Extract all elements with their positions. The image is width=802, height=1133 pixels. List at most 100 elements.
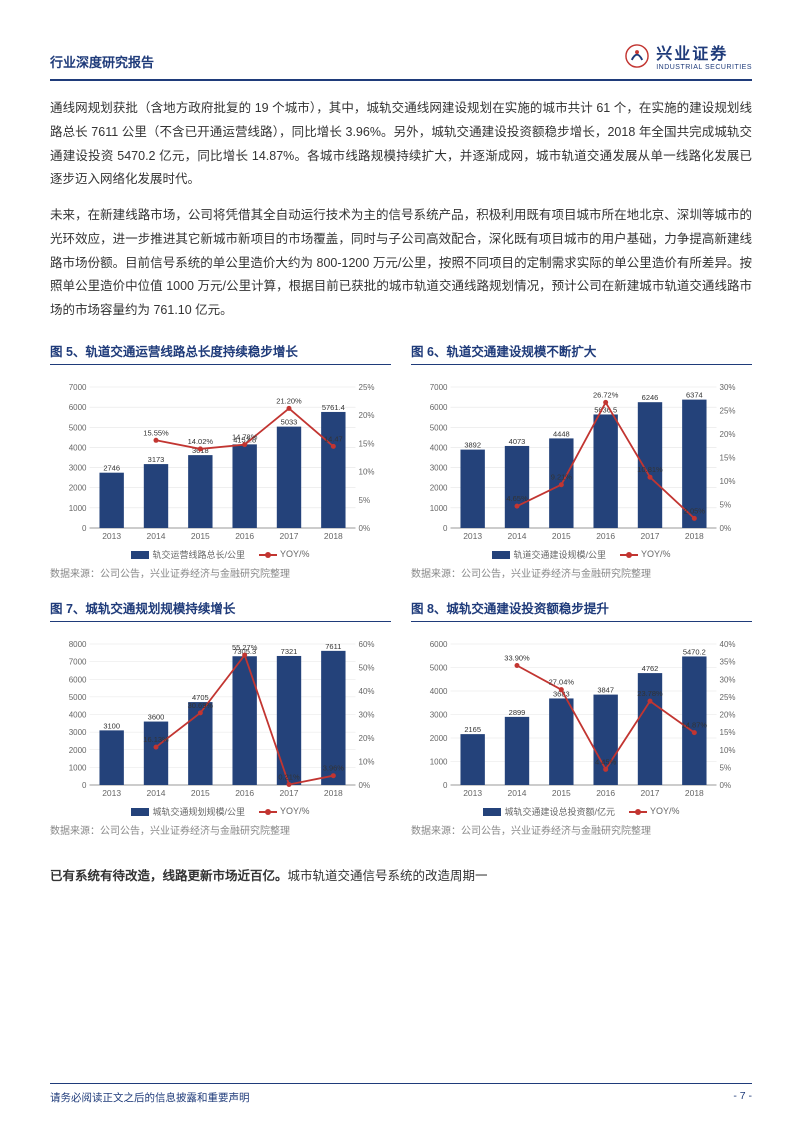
svg-text:25%: 25% (720, 406, 736, 415)
chart-7-source: 数据来源：公司公告，兴业证券经济与金融研究院整理 (50, 822, 391, 837)
svg-text:5000: 5000 (430, 423, 448, 432)
svg-text:4.65%: 4.65% (506, 494, 528, 503)
svg-text:2014: 2014 (508, 788, 527, 798)
svg-text:3000: 3000 (430, 710, 448, 719)
svg-text:2017: 2017 (641, 531, 660, 541)
chart-7-svg: 0100020003000400050006000700080000%10%20… (50, 628, 391, 803)
svg-text:7321: 7321 (281, 647, 298, 656)
chart-7-legend: 城轨交通规划规模/公里 YOY/% (50, 805, 391, 818)
logo-icon (624, 43, 650, 69)
legend-bar-swatch (483, 808, 501, 816)
svg-text:9.21%: 9.21% (551, 472, 573, 481)
svg-text:15%: 15% (359, 439, 375, 448)
svg-text:2015: 2015 (191, 788, 210, 798)
paragraph-3: 已有系统有待改造，线路更新市场近百亿。城市轨道交通信号系统的改造周期一 (50, 865, 752, 889)
svg-text:2017: 2017 (280, 531, 299, 541)
svg-text:20%: 20% (359, 411, 375, 420)
svg-text:5000: 5000 (430, 663, 448, 672)
svg-text:7000: 7000 (69, 657, 87, 666)
svg-text:5761.4: 5761.4 (322, 403, 345, 412)
svg-text:0: 0 (82, 781, 87, 790)
svg-text:60%: 60% (359, 640, 375, 649)
svg-text:2000: 2000 (69, 746, 87, 755)
svg-text:10%: 10% (720, 477, 736, 486)
svg-text:3000: 3000 (69, 728, 87, 737)
paragraph-3-rest: 城市轨道交通信号系统的改造周期一 (288, 869, 488, 883)
legend-bar-swatch (492, 551, 510, 559)
chart-6-title: 图 6、轨道交通建设规模不断扩大 (411, 341, 752, 365)
svg-text:10.81%: 10.81% (637, 465, 663, 474)
chart-7-block: 图 7、城轨交通规划规模持续增长 01000200030004000500060… (50, 598, 391, 837)
legend-bar-label: 城轨交通规划规模/公里 (152, 807, 245, 817)
chart-6-source: 数据来源：公司公告，兴业证券经济与金融研究院整理 (411, 565, 752, 580)
svg-text:0%: 0% (720, 781, 732, 790)
svg-text:6374: 6374 (686, 390, 703, 399)
svg-text:4762: 4762 (642, 664, 659, 673)
chart-6-legend: 轨道交通建设规模/公里 YOY/% (411, 548, 752, 561)
svg-text:25%: 25% (720, 693, 736, 702)
svg-text:4000: 4000 (430, 687, 448, 696)
svg-text:1000: 1000 (69, 504, 87, 513)
svg-text:30.69%: 30.69% (188, 701, 214, 710)
svg-text:14.87%: 14.87% (682, 720, 708, 729)
svg-text:2013: 2013 (463, 531, 482, 541)
svg-text:20%: 20% (359, 734, 375, 743)
svg-text:27.04%: 27.04% (549, 677, 575, 686)
report-type-title: 行业深度研究报告 (50, 52, 154, 71)
svg-text:7611: 7611 (325, 642, 341, 651)
svg-text:2015: 2015 (191, 531, 210, 541)
svg-text:3173: 3173 (148, 455, 165, 464)
chart-6-block: 图 6、轨道交通建设规模不断扩大 01000200030004000500060… (411, 341, 752, 580)
svg-text:15.55%: 15.55% (143, 428, 169, 437)
svg-text:5033: 5033 (281, 417, 298, 426)
svg-text:5%: 5% (720, 763, 732, 772)
legend-line-label: YOY/% (650, 806, 680, 816)
legend-line-swatch (259, 554, 277, 556)
svg-text:14.47: 14.47 (324, 434, 343, 443)
svg-text:2014: 2014 (147, 788, 166, 798)
chart-7-title: 图 7、城轨交通规划规模持续增长 (50, 598, 391, 622)
page-header: 行业深度研究报告 兴业证券 INDUSTRIAL SECURITIES (50, 40, 752, 81)
svg-text:2000: 2000 (69, 483, 87, 492)
svg-text:14.78%: 14.78% (232, 432, 258, 441)
svg-text:21.20%: 21.20% (276, 396, 302, 405)
svg-text:2016: 2016 (596, 531, 615, 541)
chart-5-source: 数据来源：公司公告，兴业证券经济与金融研究院整理 (50, 565, 391, 580)
svg-text:6000: 6000 (69, 403, 87, 412)
page-footer: 请务必阅读正文之后的信息披露和重要声明 - 7 - (50, 1083, 752, 1105)
svg-text:30%: 30% (720, 675, 736, 684)
svg-text:2017: 2017 (280, 788, 299, 798)
svg-text:50%: 50% (359, 663, 375, 672)
svg-text:2000: 2000 (430, 483, 448, 492)
svg-text:33.90%: 33.90% (504, 653, 530, 662)
chart-8-title: 图 8、城轨交通建设投资额稳步提升 (411, 598, 752, 622)
svg-text:3000: 3000 (69, 463, 87, 472)
svg-text:2.05%: 2.05% (684, 506, 706, 515)
chart-8-legend: 城轨交通建设总投资额/亿元 YOY/% (411, 805, 752, 818)
svg-text:30%: 30% (720, 383, 736, 392)
svg-text:26.72%: 26.72% (593, 390, 619, 399)
chart-8-source: 数据来源：公司公告，兴业证券经济与金融研究院整理 (411, 822, 752, 837)
company-logo: 兴业证券 INDUSTRIAL SECURITIES (624, 40, 752, 71)
chart-6-svg: 010002000300040005000600070000%5%10%15%2… (411, 371, 752, 546)
svg-text:2013: 2013 (102, 531, 121, 541)
svg-text:2016: 2016 (596, 788, 615, 798)
svg-text:3892: 3892 (464, 440, 481, 449)
svg-text:2013: 2013 (102, 788, 121, 798)
svg-text:20%: 20% (720, 430, 736, 439)
svg-text:14.02%: 14.02% (188, 437, 214, 446)
legend-bar-swatch (131, 808, 149, 816)
svg-text:4448: 4448 (553, 429, 570, 438)
footer-page-number: - 7 - (733, 1090, 752, 1105)
legend-line-swatch (620, 554, 638, 556)
footer-disclaimer: 请务必阅读正文之后的信息披露和重要声明 (50, 1090, 250, 1105)
svg-text:2016: 2016 (235, 531, 254, 541)
svg-text:15%: 15% (720, 453, 736, 462)
svg-text:35%: 35% (720, 657, 736, 666)
svg-text:10%: 10% (720, 746, 736, 755)
svg-text:3100: 3100 (103, 721, 120, 730)
svg-text:5000: 5000 (69, 423, 87, 432)
svg-text:3000: 3000 (430, 463, 448, 472)
svg-text:40%: 40% (720, 640, 736, 649)
svg-text:6000: 6000 (430, 640, 448, 649)
